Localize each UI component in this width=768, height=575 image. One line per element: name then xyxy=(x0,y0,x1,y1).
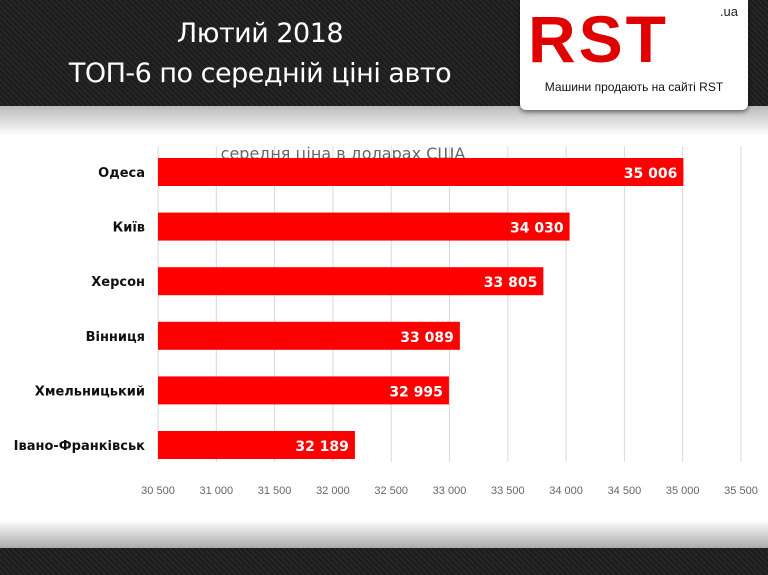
x-tick-label: 33 000 xyxy=(433,485,467,497)
data-label: 32 995 xyxy=(389,384,443,400)
x-tick-label: 30 500 xyxy=(141,485,175,497)
bar xyxy=(158,158,684,186)
bar xyxy=(158,267,544,296)
x-tick-label: 35 000 xyxy=(666,485,700,497)
rst-logo: RST .ua Машини продають на сайті RST xyxy=(520,0,748,110)
x-tick-label: 32 000 xyxy=(316,485,350,497)
data-label: 33 089 xyxy=(400,330,454,346)
title-line-2: ТОП-6 по середній ціні авто xyxy=(68,58,452,89)
x-tick-label: 32 500 xyxy=(374,485,408,497)
title-line-1: Лютий 2018 xyxy=(176,18,344,49)
bar xyxy=(158,212,570,241)
category-label: Хмельницький xyxy=(35,384,145,399)
x-tick-label: 31 500 xyxy=(258,485,292,497)
bar xyxy=(158,321,460,350)
data-label: 35 006 xyxy=(624,166,678,182)
data-label: 33 805 xyxy=(484,275,538,291)
category-label: Івано-Франківськ xyxy=(14,439,146,454)
category-label: Херсон xyxy=(91,275,145,290)
x-tick-label: 34 000 xyxy=(549,485,583,497)
category-label: Одеса xyxy=(98,166,145,181)
page-title: Лютий 2018 ТОП-6 по середній ціні авто xyxy=(0,14,520,94)
bar xyxy=(158,431,355,459)
x-tick-label: 31 000 xyxy=(199,485,233,497)
data-label: 32 189 xyxy=(295,439,349,455)
x-tick-label: 33 500 xyxy=(491,485,525,497)
x-tick-label: 35 500 xyxy=(724,485,758,497)
bar xyxy=(158,376,449,405)
data-label: 34 030 xyxy=(510,221,564,237)
logo-domain: .ua xyxy=(719,4,738,19)
category-label: Київ xyxy=(113,221,145,236)
footer-banner xyxy=(0,520,768,575)
category-label: Вінниця xyxy=(86,330,145,345)
logo-slogan: Машини продають на сайті RST xyxy=(544,80,724,94)
x-tick-label: 34 500 xyxy=(608,485,642,497)
logo-text: RST xyxy=(528,2,669,76)
